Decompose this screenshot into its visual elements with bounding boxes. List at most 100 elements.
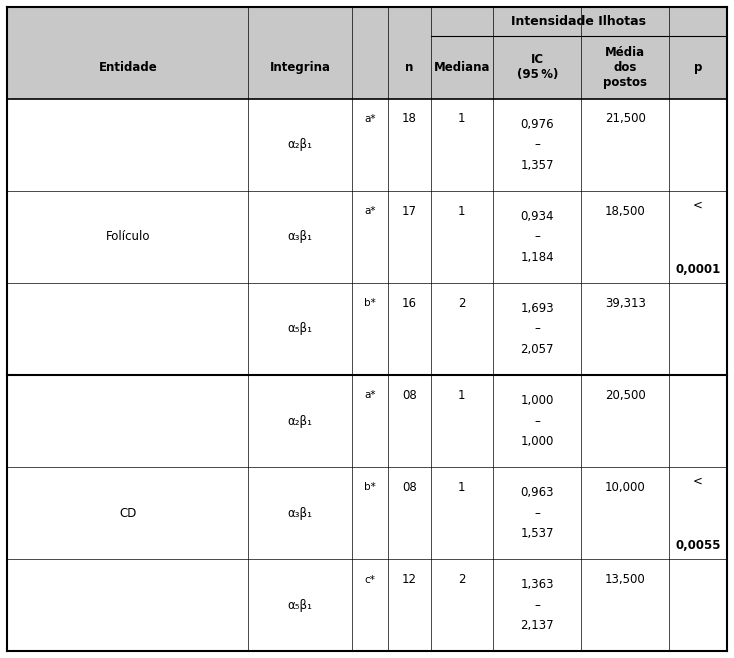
FancyBboxPatch shape (493, 191, 581, 283)
Text: 39,313: 39,313 (605, 297, 646, 310)
Text: 1,184: 1,184 (520, 251, 554, 264)
Text: <: < (693, 474, 703, 488)
Text: Entidade: Entidade (98, 61, 157, 74)
Text: 1: 1 (458, 113, 465, 126)
Text: α₃β₁: α₃β₁ (288, 507, 313, 520)
Text: n: n (405, 61, 414, 74)
Text: b*: b* (364, 482, 376, 492)
Text: 1,537: 1,537 (520, 527, 554, 540)
FancyBboxPatch shape (248, 283, 352, 375)
Text: 1: 1 (458, 481, 465, 494)
FancyBboxPatch shape (493, 99, 581, 191)
FancyBboxPatch shape (431, 191, 493, 283)
FancyBboxPatch shape (493, 559, 581, 651)
FancyBboxPatch shape (388, 375, 431, 467)
Text: α₅β₁: α₅β₁ (288, 322, 313, 336)
Text: 0,963: 0,963 (520, 486, 554, 499)
Text: 2,057: 2,057 (520, 343, 554, 356)
FancyBboxPatch shape (431, 559, 493, 651)
Text: Folículo: Folículo (106, 230, 150, 243)
Text: 1,000: 1,000 (520, 394, 554, 407)
Text: a*: a* (364, 206, 376, 216)
FancyBboxPatch shape (581, 467, 669, 559)
FancyBboxPatch shape (581, 99, 669, 191)
FancyBboxPatch shape (352, 191, 388, 283)
Text: 10,000: 10,000 (605, 481, 646, 494)
Text: <: < (693, 198, 703, 211)
FancyBboxPatch shape (431, 375, 493, 467)
Text: 0,934: 0,934 (520, 210, 554, 223)
Text: 1,693: 1,693 (520, 302, 554, 315)
Text: 16: 16 (402, 297, 417, 310)
FancyBboxPatch shape (431, 283, 493, 375)
FancyBboxPatch shape (7, 467, 248, 559)
FancyBboxPatch shape (493, 36, 581, 99)
Text: 1,363: 1,363 (520, 578, 554, 592)
Text: 0,976: 0,976 (520, 118, 554, 131)
Text: p: p (694, 61, 702, 74)
FancyBboxPatch shape (352, 467, 388, 559)
Text: –: – (534, 599, 540, 612)
Text: 17: 17 (402, 205, 417, 218)
FancyBboxPatch shape (669, 191, 727, 283)
FancyBboxPatch shape (352, 99, 388, 191)
Text: 0,0001: 0,0001 (675, 263, 721, 276)
Text: 21,500: 21,500 (605, 113, 646, 126)
Text: a*: a* (364, 114, 376, 124)
FancyBboxPatch shape (388, 467, 431, 559)
FancyBboxPatch shape (352, 559, 388, 651)
FancyBboxPatch shape (248, 375, 352, 467)
Text: Integrina: Integrina (269, 61, 330, 74)
FancyBboxPatch shape (7, 375, 248, 467)
FancyBboxPatch shape (581, 283, 669, 375)
Text: 2: 2 (458, 297, 465, 310)
Text: 2,137: 2,137 (520, 619, 554, 632)
Text: 18,500: 18,500 (605, 205, 646, 218)
FancyBboxPatch shape (7, 36, 248, 99)
Text: 0,0055: 0,0055 (675, 539, 721, 552)
Text: 12: 12 (402, 573, 417, 586)
FancyBboxPatch shape (581, 36, 669, 99)
Text: –: – (534, 230, 540, 243)
Text: –: – (534, 138, 540, 151)
FancyBboxPatch shape (248, 191, 352, 283)
FancyBboxPatch shape (388, 36, 431, 99)
FancyBboxPatch shape (7, 7, 727, 651)
Text: 1,000: 1,000 (520, 435, 554, 448)
FancyBboxPatch shape (388, 191, 431, 283)
FancyBboxPatch shape (581, 191, 669, 283)
Text: CD: CD (119, 507, 137, 520)
FancyBboxPatch shape (581, 559, 669, 651)
Text: α₂β₁: α₂β₁ (288, 415, 313, 428)
FancyBboxPatch shape (7, 283, 248, 375)
FancyBboxPatch shape (493, 283, 581, 375)
Text: Intensidade Ilhotas: Intensidade Ilhotas (511, 15, 646, 28)
Text: α₅β₁: α₅β₁ (288, 599, 313, 612)
FancyBboxPatch shape (388, 99, 431, 191)
Text: Mediana: Mediana (434, 61, 490, 74)
FancyBboxPatch shape (493, 375, 581, 467)
Text: 2: 2 (458, 573, 465, 586)
FancyBboxPatch shape (7, 559, 248, 651)
FancyBboxPatch shape (352, 375, 388, 467)
Text: –: – (534, 322, 540, 336)
Text: α₂β₁: α₂β₁ (288, 138, 313, 151)
Text: IC
(95 %): IC (95 %) (517, 53, 558, 82)
FancyBboxPatch shape (7, 99, 248, 191)
FancyBboxPatch shape (431, 467, 493, 559)
FancyBboxPatch shape (669, 559, 727, 651)
FancyBboxPatch shape (431, 36, 493, 99)
Text: c*: c* (365, 574, 376, 584)
FancyBboxPatch shape (388, 283, 431, 375)
FancyBboxPatch shape (248, 467, 352, 559)
Text: α₃β₁: α₃β₁ (288, 230, 313, 243)
FancyBboxPatch shape (669, 467, 727, 559)
FancyBboxPatch shape (248, 36, 352, 99)
Text: 08: 08 (402, 389, 417, 402)
Text: 20,500: 20,500 (605, 389, 646, 402)
FancyBboxPatch shape (248, 99, 352, 191)
FancyBboxPatch shape (669, 283, 727, 375)
FancyBboxPatch shape (352, 283, 388, 375)
Text: 13,500: 13,500 (605, 573, 646, 586)
FancyBboxPatch shape (669, 375, 727, 467)
